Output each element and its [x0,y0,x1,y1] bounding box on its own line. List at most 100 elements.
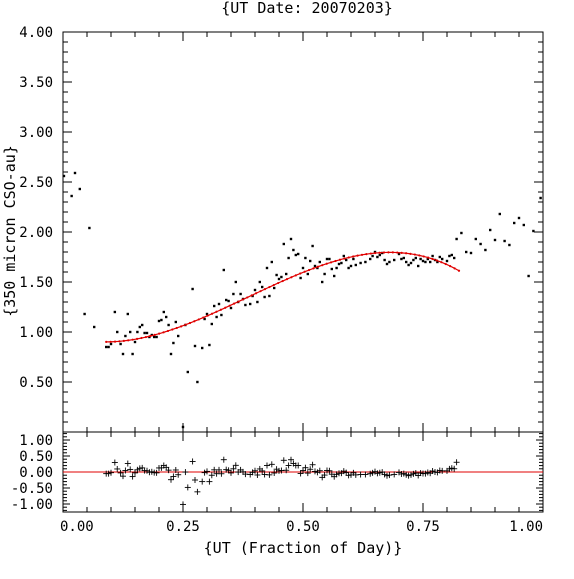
data-point [438,255,441,259]
residual-point [271,470,278,477]
residual-point [295,462,302,469]
data-point [359,261,362,265]
fit-marker [374,251,377,255]
data-point [474,237,477,241]
fit-marker [325,262,328,265]
fit-marker [281,279,284,283]
fit-marker [303,270,306,273]
y-tick-label: 2.50 [19,175,53,191]
data-point [409,261,413,265]
fit-marker [427,256,430,259]
data-point [227,299,230,303]
data-point [167,323,170,327]
fit-marker [382,251,386,254]
data-point [484,248,487,252]
fit-marker [149,334,152,338]
fit-marker [453,267,456,270]
residual-tick-labels: 1.000.500.00-0.50-1.00 [11,433,53,513]
data-point [539,196,542,200]
fit-marker [232,302,236,305]
fit-marker [365,253,368,256]
residual-point [129,473,136,480]
data-point [318,260,321,264]
fit-marker [263,288,267,291]
main-plot-frame [62,31,544,433]
fit-marker [215,310,218,313]
fit-marker [396,251,399,254]
fit-marker [197,318,200,321]
data-point [253,288,257,292]
fit-marker [431,257,434,261]
data-point [186,370,189,374]
residual-point [307,466,314,473]
residual-tick-label: 0.00 [19,465,53,481]
y-axis-title: {350 micron CSO-au} [1,145,19,317]
fit-marker [316,265,319,268]
data-point [172,341,175,345]
residual-point [230,465,237,472]
data-point [261,285,264,289]
data-point [165,315,168,319]
data-point [330,267,333,271]
residual-point [220,456,227,463]
residual-point [180,501,186,508]
data-point [335,266,338,270]
chart-title: {UT Date: 20070203} [221,0,393,17]
residual-point [189,458,196,465]
residual-point [283,467,290,474]
data-point [313,264,317,268]
residual-point [111,459,118,466]
residual-point [386,472,393,479]
data-point [417,264,420,268]
residual-point [204,468,210,475]
fit-marker [118,340,121,343]
data-point [371,254,374,258]
data-point [460,231,463,235]
fit-marker [285,278,289,281]
fit-marker [109,340,112,343]
fit-marker [457,269,461,272]
residual-point [285,462,292,469]
fit-marker [356,254,359,257]
fit-marker [135,337,139,340]
residual-point [228,469,234,476]
data-point [201,346,204,350]
data-point [342,254,345,258]
fit-marker [255,292,258,295]
residual-tick-label: 1.00 [19,433,53,449]
data-point [421,259,425,263]
data-point [508,243,511,247]
data-point [436,260,439,264]
fit-marker [272,283,275,287]
data-point [498,212,501,216]
data-point [407,263,410,267]
fit-marker [338,258,342,261]
data-point [479,242,482,246]
data-point [414,256,417,260]
y-tick-label: 0.50 [19,375,53,391]
fit-marker [413,253,416,256]
fit-marker [422,255,425,258]
data-point [196,380,199,384]
data-point [208,343,211,347]
data-point [145,331,149,335]
residual-point [120,473,126,480]
data-point [244,303,247,307]
data-point [119,342,122,346]
fit-marker [153,333,156,336]
data-point [133,340,137,344]
fit-marker [158,332,161,335]
fit-marker [246,296,249,299]
fit-marker [277,281,280,285]
data-point [489,228,492,232]
fit-marker [404,252,408,255]
data-point [345,258,348,262]
residual-point [259,467,266,474]
data-point [193,344,197,348]
data-point [229,306,233,310]
x-tick-labels: 0.00 0.25 0.50 0.75 1.00 [60,519,543,535]
data-point [249,302,252,306]
data-point [105,345,108,349]
residual-tick-label: -0.50 [11,481,53,497]
